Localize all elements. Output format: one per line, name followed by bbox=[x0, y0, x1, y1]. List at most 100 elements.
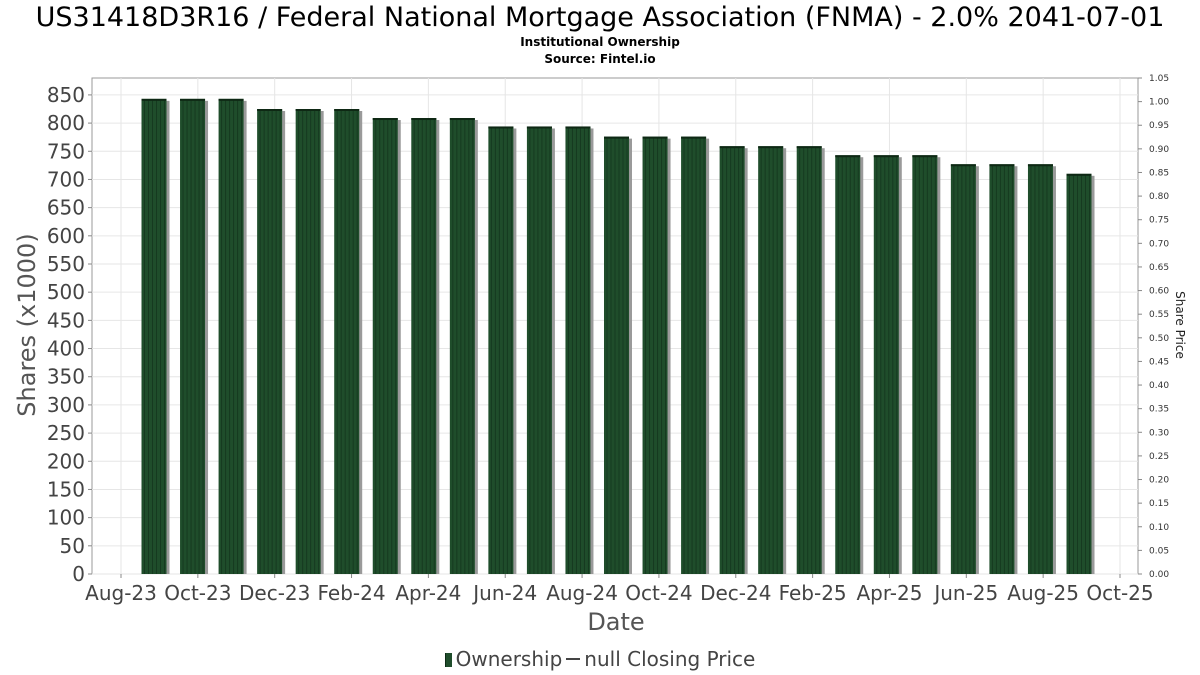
y-tick-label: 200 bbox=[47, 449, 85, 473]
y-tick-label: 550 bbox=[47, 252, 85, 276]
bar-body bbox=[295, 109, 321, 574]
y-right-tick-label: 0.50 bbox=[1149, 334, 1169, 344]
ownership-bar bbox=[334, 109, 363, 574]
bar-top bbox=[1027, 164, 1053, 167]
y-right-tick-label: 0.70 bbox=[1149, 239, 1169, 249]
bar-top bbox=[912, 155, 938, 158]
y-axis-right-title: Share Price bbox=[1173, 291, 1187, 359]
bar-body bbox=[334, 109, 360, 574]
bar-body bbox=[372, 118, 398, 574]
x-tick-label: Apr-25 bbox=[856, 581, 922, 605]
ownership-bar bbox=[488, 126, 517, 575]
ownership-swatch-icon bbox=[444, 653, 452, 667]
y-tick-label: 400 bbox=[47, 337, 85, 361]
ownership-bar bbox=[758, 146, 787, 574]
y-tick-label: 0 bbox=[72, 562, 85, 586]
y-right-tick-label: 1.00 bbox=[1149, 98, 1169, 108]
bar-top bbox=[642, 136, 668, 139]
y-tick-label: 300 bbox=[47, 393, 85, 417]
y-right-tick-label: 0.20 bbox=[1149, 476, 1169, 486]
closing-price-line-icon bbox=[566, 658, 581, 660]
ownership-bar bbox=[411, 118, 440, 574]
bar-top bbox=[758, 146, 784, 149]
bar-body bbox=[526, 126, 552, 575]
y-tick-label: 250 bbox=[47, 421, 85, 445]
ownership-bar bbox=[796, 146, 825, 574]
bar-top bbox=[950, 164, 976, 167]
bar-top bbox=[989, 164, 1015, 167]
bar-top bbox=[411, 118, 437, 121]
bar-top bbox=[796, 146, 822, 149]
bar-top bbox=[565, 126, 591, 129]
bar-body bbox=[180, 98, 206, 574]
ownership-bar bbox=[873, 155, 902, 574]
bar-top bbox=[180, 98, 206, 101]
x-tick-label: Aug-23 bbox=[85, 581, 157, 605]
bar-top bbox=[449, 118, 475, 121]
legend-price-label: null Closing Price bbox=[584, 647, 756, 671]
bar-body bbox=[642, 136, 668, 575]
bar-body bbox=[1066, 173, 1092, 574]
y-right-tick-label: 0.80 bbox=[1149, 192, 1169, 202]
bar-top bbox=[604, 136, 629, 139]
bar-top bbox=[488, 126, 514, 129]
y-axis-title: Shares (x1000) bbox=[13, 233, 41, 416]
ownership-bar bbox=[950, 164, 979, 574]
y-tick-label: 100 bbox=[47, 506, 85, 530]
ownership-bar bbox=[912, 155, 941, 574]
bar-body bbox=[141, 98, 167, 574]
x-tick-label: Oct-25 bbox=[1086, 581, 1153, 605]
ownership-bar bbox=[604, 136, 632, 575]
x-tick-label: Jun-24 bbox=[471, 581, 537, 605]
y-axis-right-ticks: 0.00 0.05 0.10 0.15 0.20 0.25 0.30 0.35 0.40 0.45… bbox=[1138, 74, 1169, 580]
y-tick-label: 50 bbox=[60, 534, 85, 558]
y-right-tick-label: 0.05 bbox=[1149, 546, 1169, 556]
x-tick-label: Oct-23 bbox=[164, 581, 231, 605]
bar-top bbox=[1066, 173, 1092, 176]
chart-source: Source: Fintel.io bbox=[544, 52, 656, 66]
y-right-tick-label: 0.75 bbox=[1149, 216, 1169, 226]
y-tick-label: 850 bbox=[47, 83, 85, 107]
y-tick-label: 350 bbox=[47, 365, 85, 389]
bar-top bbox=[334, 109, 360, 111]
bar-body bbox=[411, 118, 437, 574]
x-axis-ticks: Aug-23 Oct-23 Dec-23 Feb-24 Apr-24 Jun-24 Aug-… bbox=[85, 574, 1154, 605]
bar-top bbox=[681, 136, 707, 139]
bar-body bbox=[912, 155, 938, 574]
bar-body bbox=[257, 109, 283, 574]
x-tick-label: Dec-23 bbox=[239, 581, 310, 605]
ownership-bar bbox=[449, 118, 478, 574]
bar-body bbox=[1027, 164, 1053, 574]
bar-top bbox=[218, 98, 244, 101]
y-right-tick-label: 0.65 bbox=[1149, 263, 1169, 273]
bar-top bbox=[257, 109, 283, 111]
y-right-tick-label: 0.55 bbox=[1149, 310, 1169, 320]
y-right-tick-label: 0.30 bbox=[1149, 428, 1169, 438]
y-right-tick-label: 1.05 bbox=[1149, 74, 1169, 84]
x-axis-title: Date bbox=[587, 608, 644, 636]
y-tick-label: 500 bbox=[47, 280, 85, 304]
ownership-bar bbox=[1027, 164, 1056, 574]
ownership-bar bbox=[835, 155, 864, 574]
bar-body bbox=[758, 146, 784, 574]
x-tick-label: Feb-24 bbox=[317, 581, 385, 605]
bar-top bbox=[835, 155, 861, 158]
bar-body bbox=[681, 136, 707, 575]
y-right-tick-label: 0.40 bbox=[1149, 381, 1169, 391]
y-right-tick-label: 0.15 bbox=[1149, 499, 1169, 509]
y-tick-label: 700 bbox=[47, 167, 85, 191]
bar-body bbox=[719, 146, 745, 574]
ownership-bar bbox=[1066, 173, 1095, 574]
ownership-bar bbox=[642, 136, 671, 575]
chart-title: US31418D3R16 / Federal National Mortgage… bbox=[35, 2, 1165, 33]
bar-body bbox=[449, 118, 475, 574]
bar-top bbox=[372, 118, 398, 121]
y-axis-ticks: 0 50 100 150 200 250 300 350 400 450 500 550 600 650 7… bbox=[47, 83, 92, 586]
y-tick-label: 450 bbox=[47, 308, 85, 332]
bar-body bbox=[565, 126, 591, 575]
legend: Ownership null Closing Price bbox=[0, 646, 1200, 672]
bar-body bbox=[488, 126, 514, 575]
ownership-bar bbox=[719, 146, 748, 574]
ownership-bar bbox=[681, 136, 710, 575]
